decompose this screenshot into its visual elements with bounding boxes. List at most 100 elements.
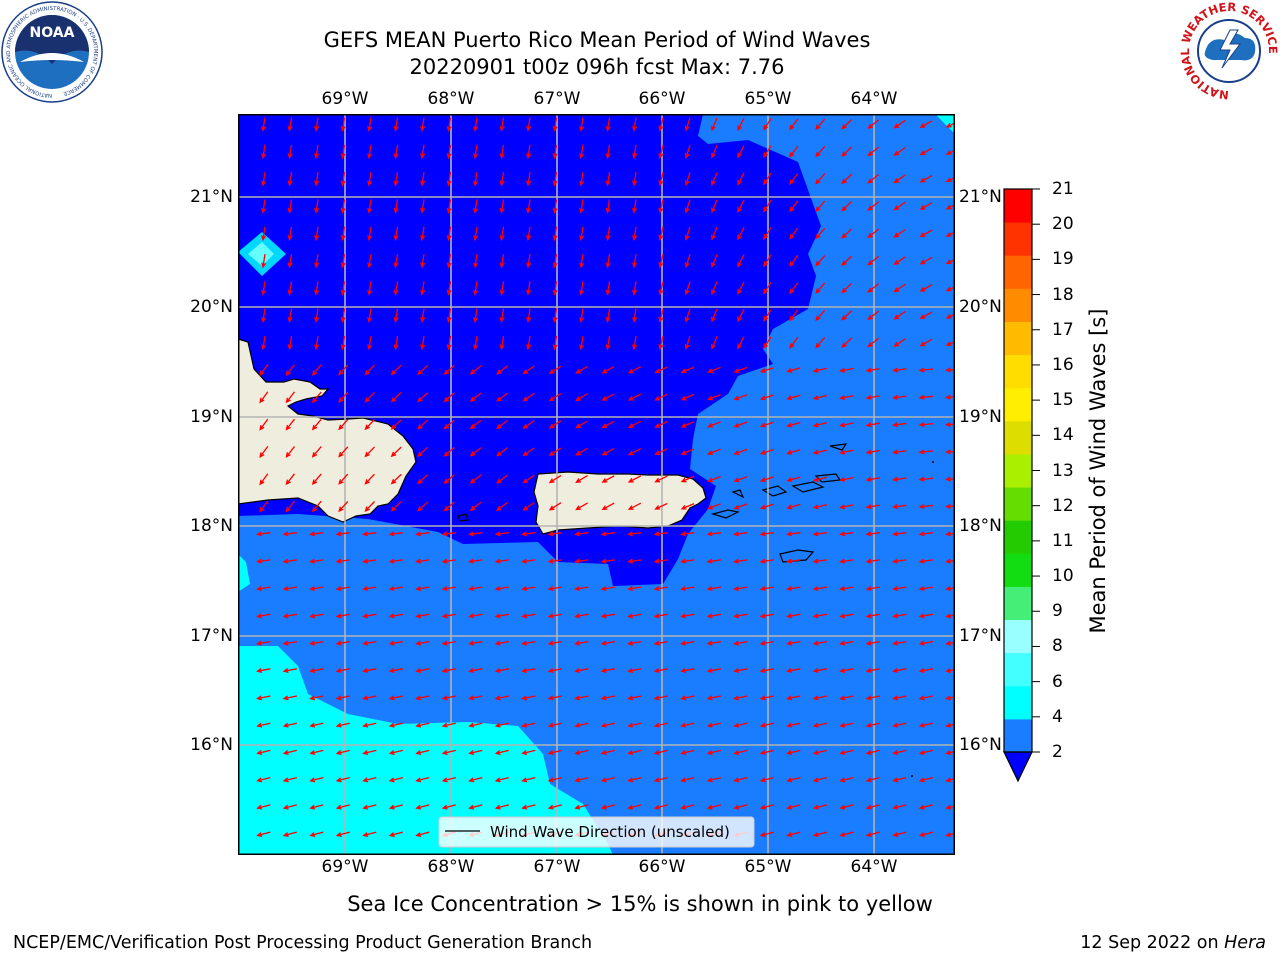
wind-wave-arrow xyxy=(494,585,510,592)
wind-wave-arrow xyxy=(552,226,558,242)
wind-wave-arrow xyxy=(574,776,589,783)
wind-wave-arrow xyxy=(579,281,585,296)
wind-wave-arrow xyxy=(706,475,721,483)
wind-wave-arrow xyxy=(605,281,611,296)
lat-label-left: 17°N xyxy=(190,626,233,646)
wind-wave-arrow xyxy=(759,749,774,756)
wind-wave-arrow xyxy=(815,309,826,322)
wind-wave-arrow xyxy=(364,501,375,512)
wind-wave-arrow xyxy=(627,393,642,401)
wind-wave-arrow xyxy=(420,253,426,269)
wind-wave-arrow xyxy=(552,281,558,296)
wind-wave-arrow xyxy=(574,558,589,564)
wind-wave-arrow xyxy=(627,448,642,456)
wind-wave-arrow xyxy=(335,749,350,756)
wind-wave-arrow xyxy=(658,226,664,241)
wind-wave-arrow xyxy=(287,172,293,187)
wind-wave-arrow xyxy=(521,776,536,783)
wind-wave-arrow xyxy=(468,722,483,728)
colorbar-band xyxy=(1004,685,1032,720)
wind-wave-arrow xyxy=(338,473,349,485)
wind-wave-arrow xyxy=(601,502,615,511)
wind-wave-arrow xyxy=(759,804,774,810)
wind-wave-arrow xyxy=(600,667,616,674)
wind-wave-arrow xyxy=(918,804,933,810)
wind-wave-arrow xyxy=(256,695,271,701)
wind-wave-arrow xyxy=(786,613,801,619)
colorbar-band xyxy=(1004,453,1032,488)
wind-wave-arrow xyxy=(945,149,955,155)
wind-wave-arrow xyxy=(314,281,320,296)
wind-wave-arrow xyxy=(420,308,426,323)
wind-wave-arrow xyxy=(340,144,346,160)
wind-wave-arrow xyxy=(309,722,324,728)
wind-wave-arrow xyxy=(867,337,880,348)
wind-wave-arrow xyxy=(839,476,854,482)
wind-wave-arrow xyxy=(417,501,429,512)
map-frame xyxy=(238,114,955,855)
wind-wave-arrow xyxy=(919,284,933,292)
wind-wave-arrow xyxy=(789,173,799,186)
wind-wave-arrow xyxy=(256,831,271,837)
wind-wave-arrow xyxy=(417,392,429,403)
wind-wave-arrow xyxy=(867,146,880,157)
colorbar-tick-label: 4 xyxy=(1052,706,1063,727)
wind-wave-arrow xyxy=(733,503,748,510)
wind-wave-arrow xyxy=(468,613,483,619)
wind-wave-arrow xyxy=(892,422,907,428)
wind-wave-arrow xyxy=(601,447,615,456)
wind-wave-arrow xyxy=(309,558,324,564)
wind-wave-arrow xyxy=(815,282,826,294)
wind-wave-arrow xyxy=(362,585,377,592)
wind-wave-arrow xyxy=(945,804,955,810)
wind-wave-arrow xyxy=(393,253,399,269)
wind-wave-arrow xyxy=(945,722,955,728)
wind-wave-arrow xyxy=(287,253,293,269)
wind-wave-arrow xyxy=(653,722,668,728)
wind-wave-arrow xyxy=(841,173,853,185)
wind-wave-arrow xyxy=(388,667,404,674)
wind-wave-arrow xyxy=(362,831,377,837)
wind-wave-arrow xyxy=(706,722,721,728)
wind-wave-arrow xyxy=(446,226,452,242)
wind-wave-arrow xyxy=(706,585,722,592)
wind-wave-arrow xyxy=(945,122,955,128)
wind-wave-arrow xyxy=(285,446,296,458)
lon-label-top: 68°W xyxy=(427,89,475,109)
wind-wave-arrow xyxy=(282,804,297,810)
wind-wave-arrow xyxy=(658,144,664,160)
wind-wave-arrow xyxy=(918,531,933,537)
colorbar-tick-label: 6 xyxy=(1052,671,1063,692)
map-legend: Wind Wave Direction (unscaled) xyxy=(438,816,755,848)
wind-wave-arrow xyxy=(579,144,585,160)
wind-wave-arrow xyxy=(786,476,801,483)
wind-wave-arrow xyxy=(839,667,854,674)
wind-wave-arrow xyxy=(261,144,267,160)
wind-wave-arrow xyxy=(839,395,854,401)
lat-label-right: 20°N xyxy=(959,297,1002,317)
wind-wave-arrow xyxy=(627,804,642,810)
wind-wave-arrow xyxy=(600,722,615,728)
wind-wave-arrow xyxy=(892,831,907,837)
wind-wave-arrow xyxy=(468,804,483,810)
wind-wave-arrow xyxy=(388,749,403,756)
wind-wave-arrow xyxy=(388,585,404,592)
wind-wave-arrow xyxy=(918,585,934,592)
wind-wave-arrow xyxy=(812,476,827,483)
wind-wave-arrow xyxy=(388,531,403,537)
colorbar-tick-label: 14 xyxy=(1052,425,1074,446)
wind-wave-arrow xyxy=(574,695,589,701)
wind-wave-arrow xyxy=(658,172,664,187)
wind-wave-arrow xyxy=(812,749,827,756)
wind-wave-arrow xyxy=(865,449,881,455)
wind-wave-arrow xyxy=(733,394,748,401)
contour-band-4-6-corner xyxy=(935,114,955,134)
wind-wave-arrow xyxy=(841,310,853,321)
wind-wave-arrow xyxy=(256,585,271,592)
wind-wave-arrow xyxy=(468,695,483,701)
wind-wave-arrow xyxy=(654,475,668,483)
wind-wave-arrow xyxy=(786,421,801,428)
lon-label-bottom: 69°W xyxy=(321,857,369,877)
wind-wave-arrow xyxy=(892,531,907,537)
wind-wave-arrow xyxy=(680,421,695,428)
